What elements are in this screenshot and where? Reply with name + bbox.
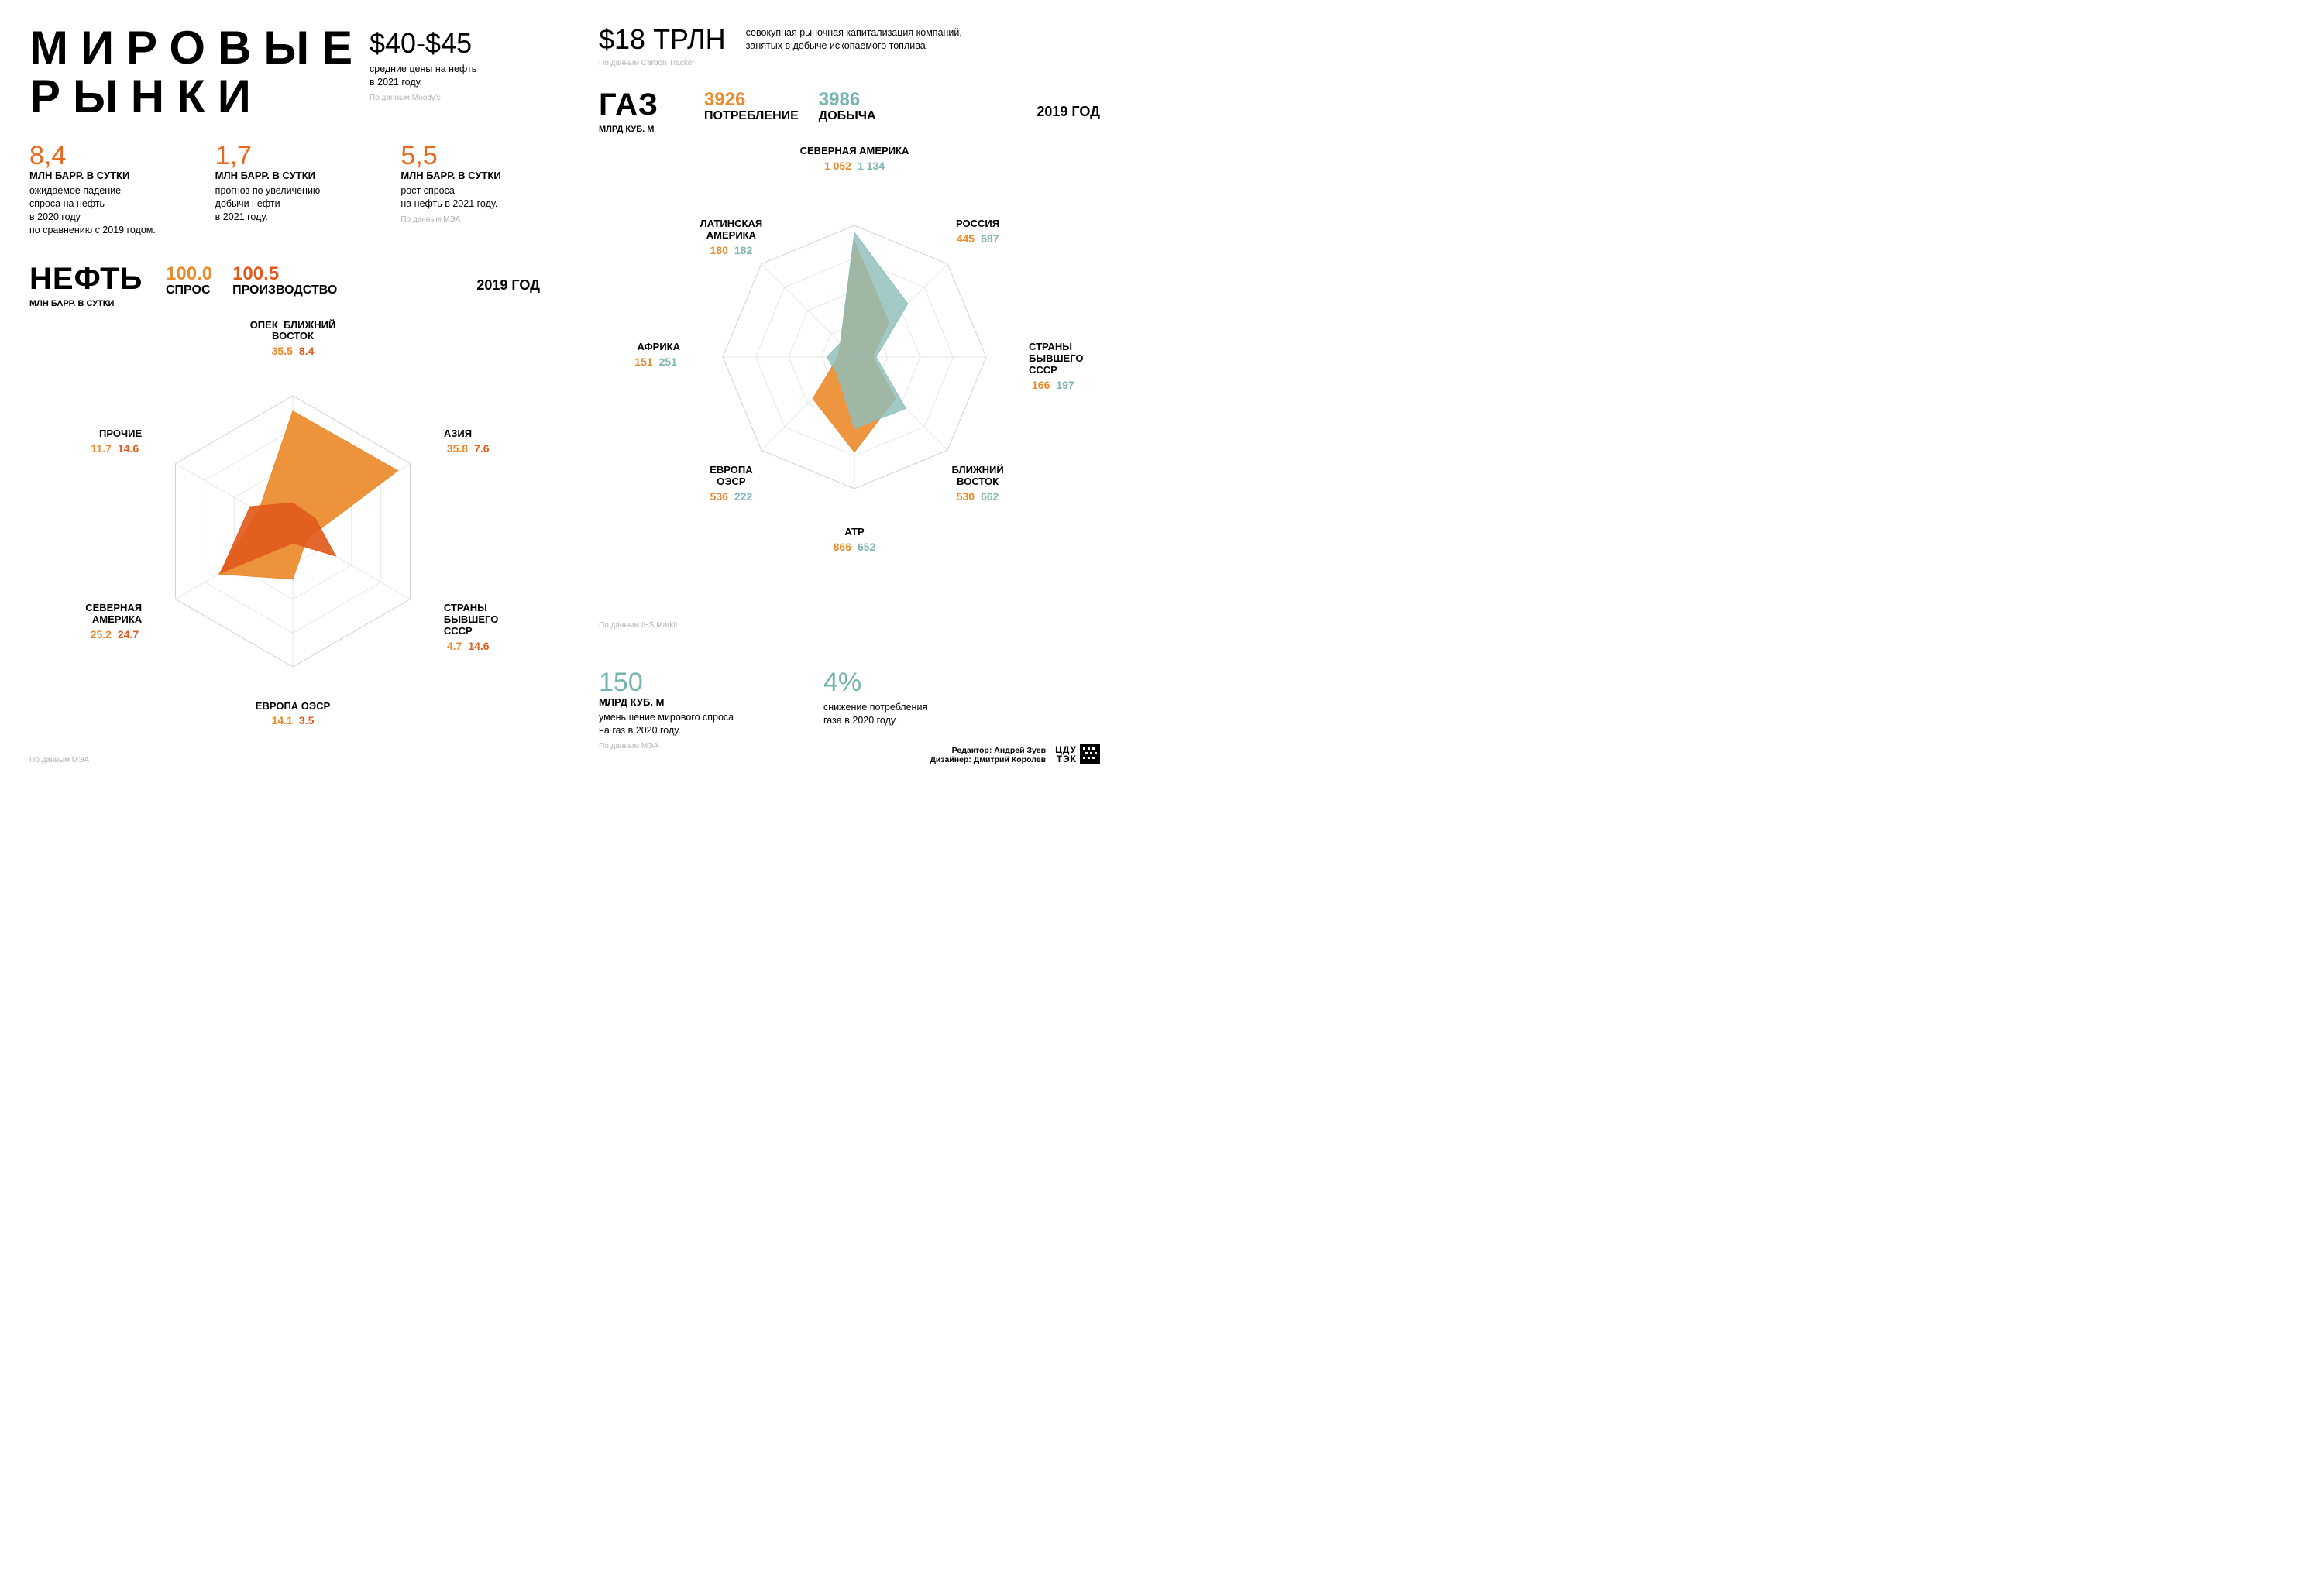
gas-title: ГАЗ (599, 89, 684, 120)
price-source: По данным Moody's (370, 94, 540, 102)
gas-radar-axis-label-4: АТР866652 (792, 527, 916, 553)
column-right: $18 ТРЛН совокупная рыночная капитализац… (569, 0, 1139, 777)
stat-2: 5,5 МЛН БАРР. В СУТКИ рост спроса на неф… (401, 141, 540, 237)
gas-cons-value: 3926 (704, 89, 799, 111)
gas-radar-axis-label-1: РОССИЯ445687 (916, 218, 1040, 245)
gas-radar-axis-label-3: БЛИЖНИЙВОСТОК530662 (916, 465, 1040, 503)
oil-radar-axis-label-3: ЕВРОПА ОЭСР14.13.5 (231, 701, 355, 727)
stat-2-value: 5,5 (401, 141, 540, 171)
stat-0-unit: МЛН БАРР. В СУТКИ (29, 170, 169, 181)
bstat-0-value: 150 (599, 668, 761, 698)
oil-radar-axis-label-5: ПРОЧИЕ11.714.6 (18, 428, 142, 455)
gas-radar-axis-label-6: АФРИКА151251 (556, 342, 680, 368)
credit-editor: Редактор: Андрей Зуев (930, 746, 1046, 755)
credits: Редактор: Андрей Зуев Дизайнер: Дмитрий … (930, 744, 1100, 764)
left-top-row: МИРОВЫЕ РЫНКИ $40-$45 средние цены на не… (29, 23, 540, 121)
price-desc: средние цены на нефть в 2021 году. (370, 63, 540, 89)
stat-1: 1,7 МЛН БАРР. В СУТКИ прогноз по увеличе… (215, 141, 355, 237)
price-block: $40-$45 средние цены на нефть в 2021 год… (370, 23, 540, 102)
oil-radar-axis-label-4: СЕВЕРНАЯАМЕРИКА25.224.7 (18, 603, 142, 641)
logo-bottom: ТЭК (1055, 754, 1077, 764)
oil-sub: МЛН БАРР. В СУТКИ (29, 299, 146, 308)
gas-title-block: ГАЗ МЛРД КУБ. М (599, 89, 684, 134)
title-line1: МИРОВЫЕ (29, 22, 365, 74)
oil-section-lead: НЕФТЬ МЛН БАРР. В СУТКИ 100.0 СПРОС 100.… (29, 263, 540, 308)
gas-prod-kv: 3986 ДОБЫЧА (819, 89, 876, 123)
oil-demand-kv: 100.0 СПРОС (166, 263, 212, 297)
gas-cons-label: ПОТРЕБЛЕНИЕ (704, 109, 799, 123)
stat-1-desc: прогноз по увеличению добычи нефти в 202… (215, 184, 355, 224)
gas-prod-value: 3986 (819, 89, 876, 111)
page: МИРОВЫЕ РЫНКИ $40-$45 средние цены на не… (0, 0, 1139, 777)
logo: ЦДУ ТЭК (1055, 744, 1100, 764)
gas-section-lead: ГАЗ МЛРД КУБ. М 3926 ПОТРЕБЛЕНИЕ 3986 ДО… (599, 89, 1100, 134)
oil-prod-value: 100.5 (232, 263, 337, 285)
bstat-1-value: 4% (823, 668, 986, 698)
oil-stats-row: 8,4 МЛН БАРР. В СУТКИ ожидаемое падение … (29, 141, 540, 237)
gas-radar-axis-label-2: СТРАНЫБЫВШЕГОСССР166197 (1029, 342, 1153, 391)
stat-1-value: 1,7 (215, 141, 355, 171)
column-left: МИРОВЫЕ РЫНКИ $40-$45 средние цены на не… (0, 0, 569, 777)
main-title: МИРОВЫЕ РЫНКИ (29, 23, 370, 121)
gas-prod-label: ДОБЫЧА (819, 109, 876, 123)
stat-2-unit: МЛН БАРР. В СУТКИ (401, 170, 540, 181)
money-desc: совокупная рыночная капитализация компан… (746, 26, 1100, 53)
logo-icon (1080, 744, 1100, 764)
oil-prod-label: ПРОИЗВОДСТВО (232, 283, 337, 297)
stat-0: 8,4 МЛН БАРР. В СУТКИ ожидаемое падение … (29, 141, 169, 237)
gas-radar-axis-label-7: ЛАТИНСКАЯАМЕРИКА180182 (669, 218, 793, 256)
stat-2-desc: рост спроса на нефть в 2021 году. (401, 184, 540, 211)
oil-radar-axis-label-0: ОПЕК БЛИЖНИЙ ВОСТОК35.58.4 (231, 320, 355, 358)
oil-year: 2019 ГОД (476, 277, 540, 294)
stat-0-desc: ожидаемое падение спроса на нефть в 2020… (29, 184, 169, 237)
gas-radar-axis-label-5: ЕВРОПАОЭСР536222 (669, 465, 793, 503)
gas-year: 2019 ГОД (1037, 104, 1100, 120)
gas-radar: СЕВЕРНАЯ АМЕРИКА1 0521 134РОССИЯ445687СТ… (599, 140, 1100, 582)
oil-title-block: НЕФТЬ МЛН БАРР. В СУТКИ (29, 263, 146, 308)
gas-sub: МЛРД КУБ. М (599, 125, 684, 134)
oil-radar-axis-label-2: СТРАНЫБЫВШЕГОСССР4.714.6 (444, 603, 568, 652)
oil-radar-svg (29, 314, 541, 748)
oil-radar-axis-label-1: АЗИЯ35.87.6 (444, 428, 568, 455)
money-source: По данным Carbon Tracker (599, 59, 1100, 67)
credit-designer: Дизайнер: Дмитрий Королев (930, 755, 1046, 764)
oil-radar-source: По данным МЭА (29, 756, 89, 764)
oil-demand-value: 100.0 (166, 263, 212, 285)
oil-title: НЕФТЬ (29, 263, 146, 294)
gas-bottom-stats: 150 МЛРД КУБ. М уменьшение мирового спро… (599, 668, 986, 751)
oil-demand-label: СПРОС (166, 283, 212, 297)
gas-cons-kv: 3926 ПОТРЕБЛЕНИЕ (704, 89, 799, 123)
oil-prod-kv: 100.5 ПРОИЗВОДСТВО (232, 263, 337, 297)
bstat-0-desc: уменьшение мирового спроса на газ в 2020… (599, 711, 761, 737)
bstat-1: 4% снижение потребления газа в 2020 году… (823, 668, 986, 751)
gas-radar-source: По данным IHS Markit (599, 621, 677, 630)
stat-2-source: По данным МЭА (401, 215, 540, 224)
title-line2: РЫНКИ (29, 70, 263, 122)
gas-radar-axis-label-0: СЕВЕРНАЯ АМЕРИКА1 0521 134 (792, 146, 916, 172)
money-value: $18 ТРЛН (599, 23, 726, 56)
bstat-0: 150 МЛРД КУБ. М уменьшение мирового спро… (599, 668, 761, 751)
bstat-1-desc: снижение потребления газа в 2020 году. (823, 701, 986, 727)
bstat-0-unit: МЛРД КУБ. М (599, 696, 761, 708)
bstat-0-source: По данным МЭА (599, 742, 761, 751)
price-value: $40-$45 (370, 27, 540, 60)
stat-1-unit: МЛН БАРР. В СУТКИ (215, 170, 355, 181)
right-top-row: $18 ТРЛН совокупная рыночная капитализац… (599, 23, 1100, 56)
stat-0-value: 8,4 (29, 141, 169, 171)
oil-radar: ОПЕК БЛИЖНИЙ ВОСТОК35.58.4АЗИЯ35.87.6СТР… (29, 314, 540, 756)
